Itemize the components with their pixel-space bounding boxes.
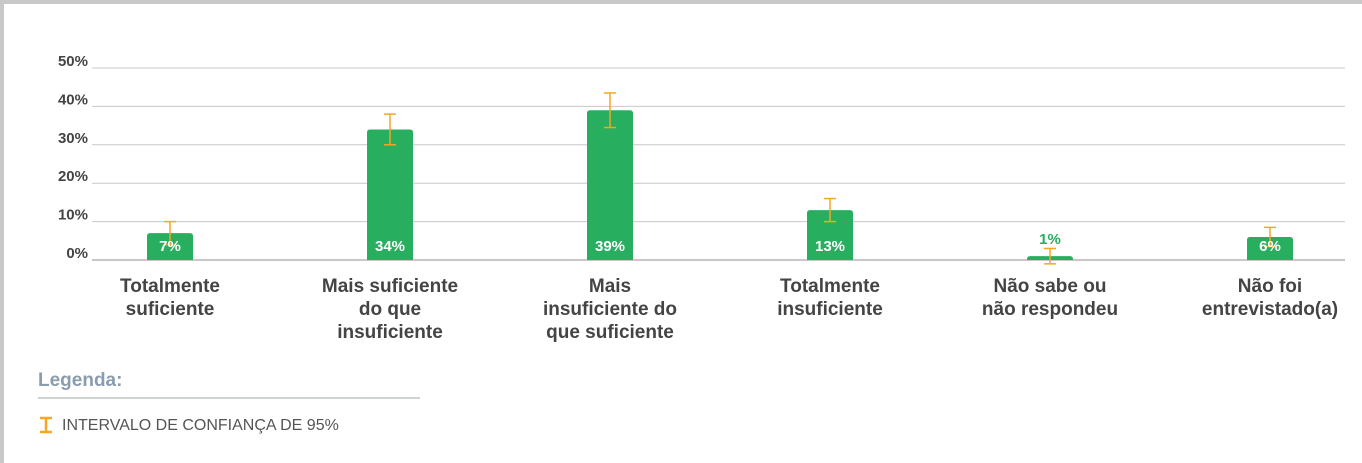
value-label: 34% bbox=[375, 238, 405, 255]
x-tick-label: insuficiente bbox=[777, 299, 883, 320]
x-tick-label: Totalmente bbox=[780, 276, 880, 297]
value-label: 6% bbox=[1259, 238, 1281, 255]
value-label: 1% bbox=[1039, 231, 1061, 248]
frame-top bbox=[0, 0, 1362, 4]
x-tick-label: não respondeu bbox=[982, 299, 1118, 320]
x-tick-label: do que bbox=[359, 299, 421, 320]
y-tick-label: 10% bbox=[58, 207, 88, 224]
x-tick-label: suficiente bbox=[126, 299, 215, 320]
y-tick-label: 40% bbox=[58, 91, 88, 108]
x-tick-label: Mais bbox=[589, 276, 631, 297]
legend-label: INTERVALO DE CONFIANÇA DE 95% bbox=[62, 417, 339, 434]
error-bar bbox=[384, 113, 396, 146]
y-tick-label: 30% bbox=[58, 130, 88, 147]
frame-left bbox=[0, 0, 4, 463]
bar bbox=[147, 233, 193, 260]
bar bbox=[587, 110, 633, 261]
x-tick-label: Totalmente bbox=[120, 276, 220, 297]
x-tick-label: Não foi bbox=[1238, 276, 1302, 297]
error-bar bbox=[824, 197, 836, 223]
value-label: 7% bbox=[159, 238, 181, 255]
error-bar bbox=[604, 92, 616, 129]
error-bar bbox=[1264, 226, 1276, 248]
error-bar bbox=[164, 220, 176, 246]
error-bar bbox=[1044, 247, 1056, 265]
value-label: 13% bbox=[815, 238, 845, 255]
y-tick-label: 20% bbox=[58, 168, 88, 185]
value-label: 39% bbox=[595, 238, 625, 255]
x-tick-label: Não sabe ou bbox=[994, 276, 1107, 297]
x-tick-label: insuficiente do bbox=[543, 299, 677, 320]
x-tick-label: entrevistado(a) bbox=[1202, 299, 1338, 320]
y-tick-label: 0% bbox=[66, 245, 88, 262]
bar bbox=[367, 129, 413, 260]
x-tick-label: Mais suficiente bbox=[322, 276, 458, 297]
x-tick-label: que suficiente bbox=[546, 322, 674, 343]
x-tick-label: insuficiente bbox=[337, 322, 443, 343]
bar bbox=[807, 210, 853, 260]
legend-title: Legenda: bbox=[38, 370, 122, 391]
bar bbox=[1247, 236, 1293, 260]
y-tick-label: 50% bbox=[58, 53, 88, 70]
legend-icon bbox=[40, 416, 52, 434]
